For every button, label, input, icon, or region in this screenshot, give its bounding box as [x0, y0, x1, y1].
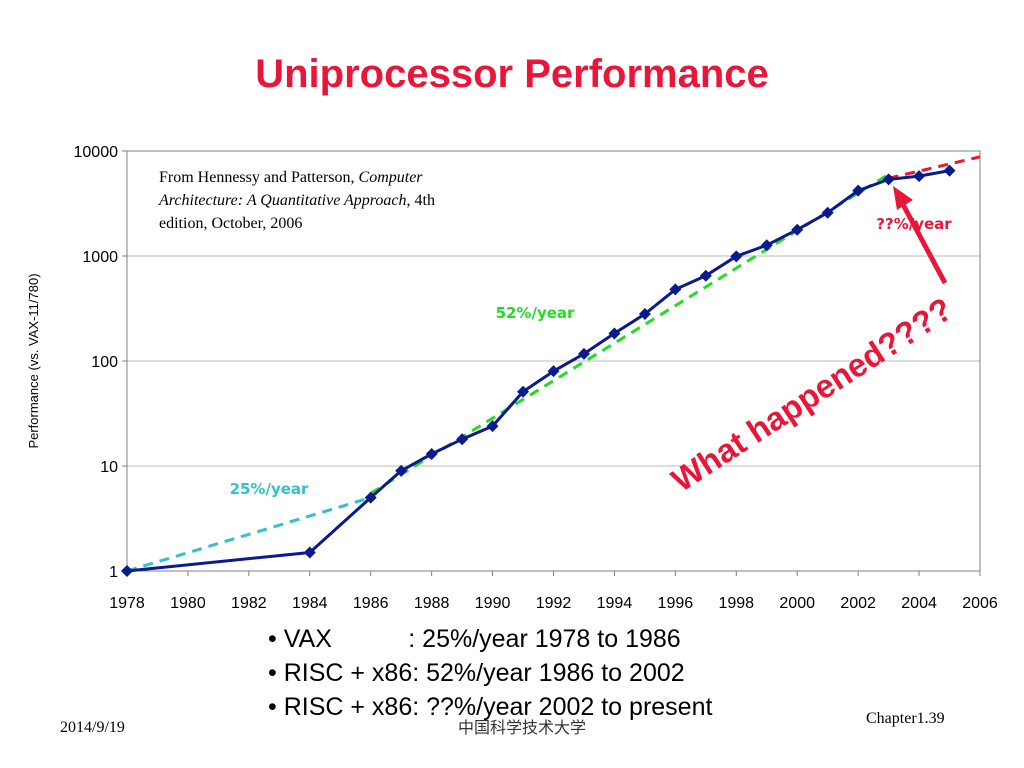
- x-tick-label: 1988: [414, 595, 450, 612]
- x-tick-label: 1984: [292, 595, 328, 612]
- bullet-vax: • VAX : 25%/year 1978 to 1986: [268, 625, 681, 653]
- x-tick-label: 1982: [231, 595, 267, 612]
- data-point: [699, 269, 712, 282]
- y-axis-ticks: 1 10 100 1000 10000: [74, 144, 127, 581]
- trend-line: [888, 155, 981, 180]
- x-tick-label: 1996: [658, 595, 694, 612]
- slide-title: Uniprocessor Performance: [255, 52, 769, 96]
- data-point: [425, 448, 438, 461]
- x-tick-label: 1994: [597, 595, 633, 612]
- what-happened-label: What happened????: [665, 290, 959, 499]
- y-tick-label: 1: [109, 564, 118, 581]
- data-point: [547, 365, 560, 378]
- data-point: [486, 420, 499, 433]
- x-tick-label: 1980: [170, 595, 206, 612]
- source-citation: From Hennessy and Patterson, Computer Arc…: [158, 169, 435, 232]
- y-tick-label: 1000: [82, 249, 118, 266]
- y-axis-label: Performance (vs. VAX-11/780): [26, 273, 41, 448]
- x-tick-label: 2002: [840, 595, 876, 612]
- arrow-shaft: [896, 195, 948, 285]
- data-point: [821, 206, 834, 219]
- x-tick-label: 1992: [536, 595, 572, 612]
- trend-line: [126, 496, 372, 573]
- data-point: [852, 184, 865, 197]
- data-point: [913, 170, 926, 183]
- chart-annotations: From Hennessy and Patterson, Computer Arc…: [158, 169, 959, 499]
- arrow-head: [893, 186, 913, 210]
- y-tick-label: 10: [100, 459, 118, 476]
- data-point: [121, 565, 133, 577]
- x-tick-label: 1990: [475, 595, 511, 612]
- x-tick-label: 1998: [718, 595, 754, 612]
- data-point: [303, 546, 316, 559]
- data-point: [577, 347, 590, 360]
- data-point: [943, 164, 956, 177]
- data-point: [608, 327, 621, 340]
- data-point: [638, 308, 651, 321]
- data-point: [395, 464, 408, 477]
- trend-label: 25%/year: [230, 480, 309, 498]
- bullet-risc-52: • RISC + x86: 52%/year 1986 to 2002: [268, 659, 685, 687]
- data-point: [760, 239, 773, 252]
- data-point: [364, 491, 377, 504]
- x-tick-label: 1978: [109, 595, 145, 612]
- y-tick-label: 100: [91, 354, 118, 371]
- x-tick-label: 2000: [779, 595, 815, 612]
- x-tick-label: 2006: [962, 595, 998, 612]
- x-axis-ticks: 1978 1980 1982 1984 1986 1988 1990 1992 1994 1996…: [109, 571, 998, 612]
- trend-label: 52%/year: [496, 304, 575, 322]
- series-performance: [121, 164, 956, 577]
- footer-date: 2014/9/19: [60, 719, 125, 736]
- x-tick-label: 1986: [353, 595, 389, 612]
- y-tick-label: 10000: [74, 144, 119, 161]
- bullet-risc-unknown: • RISC + x86: ??%/year 2002 to present: [268, 693, 713, 721]
- data-point: [669, 283, 682, 296]
- data-point: [517, 385, 530, 398]
- series-line: [126, 169, 950, 573]
- footer-page-number: Chapter1.39: [866, 710, 945, 727]
- bullet-list: • VAX : 25%/year 1978 to 1986 • RISC + x…: [268, 622, 712, 724]
- data-point: [882, 173, 895, 186]
- data-point: [730, 250, 743, 263]
- data-point: [791, 223, 804, 236]
- x-tick-label: 2004: [901, 595, 937, 612]
- data-point: [456, 433, 469, 446]
- footer-organization: 中国科学技术大学: [458, 718, 587, 737]
